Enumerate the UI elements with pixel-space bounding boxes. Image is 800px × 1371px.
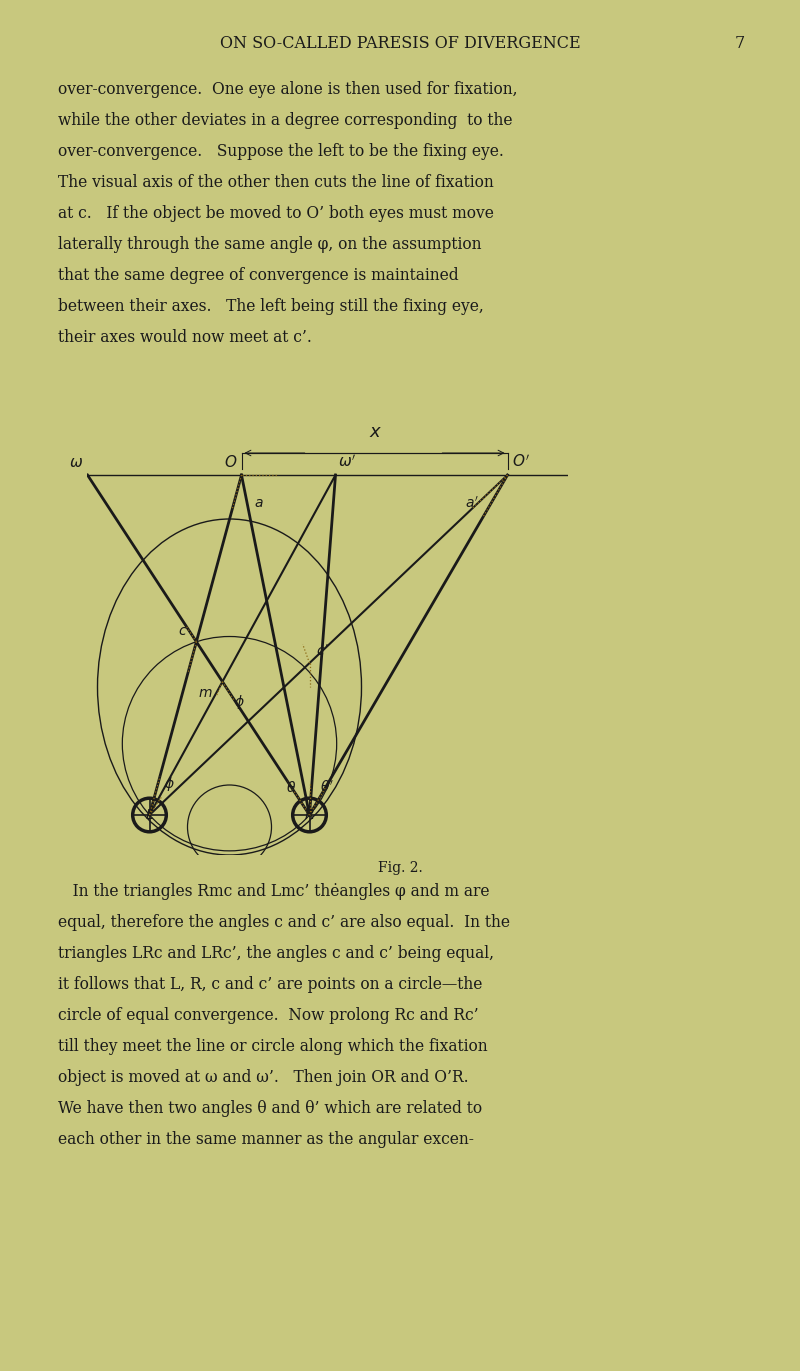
Text: We have then two angles θ and θ’ which are related to: We have then two angles θ and θ’ which a…: [58, 1100, 482, 1117]
Text: $\theta'$: $\theta'$: [319, 780, 334, 795]
Text: In the triangles Rmc and Lmc’ thėangles φ and m are: In the triangles Rmc and Lmc’ thėangles…: [58, 883, 490, 899]
Text: that the same degree of convergence is maintained: that the same degree of convergence is m…: [58, 267, 458, 284]
Text: $\theta$: $\theta$: [286, 780, 297, 795]
Text: $L$: $L$: [145, 808, 154, 823]
Text: $\omega$: $\omega$: [70, 457, 83, 470]
Text: circle of equal convergence.  Now prolong Rc and Rc’: circle of equal convergence. Now prolong…: [58, 1008, 478, 1024]
Text: triangles LRc and LRc’, the angles c and c’ being equal,: triangles LRc and LRc’, the angles c and…: [58, 945, 494, 962]
Text: each other in the same manner as the angular excen-: each other in the same manner as the ang…: [58, 1131, 474, 1148]
Text: $O$: $O$: [224, 454, 238, 470]
Text: $\phi$: $\phi$: [234, 692, 245, 710]
Text: at c.   If the object be moved to O’ both eyes must move: at c. If the object be moved to O’ both …: [58, 206, 494, 222]
Text: between their axes.   The left being still the fixing eye,: between their axes. The left being still…: [58, 298, 484, 315]
Text: $R$: $R$: [304, 808, 314, 823]
Text: The visual axis of the other then cuts the line of fixation: The visual axis of the other then cuts t…: [58, 174, 494, 191]
Text: $O'$: $O'$: [511, 454, 530, 470]
Text: $\mathit{x}$: $\mathit{x}$: [369, 424, 382, 441]
Text: $a$: $a$: [254, 496, 263, 510]
Text: $c$: $c$: [178, 624, 187, 638]
Text: ON SO-CALLED PARESIS OF DIVERGENCE: ON SO-CALLED PARESIS OF DIVERGENCE: [220, 36, 580, 52]
Text: while the other deviates in a degree corresponding  to the: while the other deviates in a degree cor…: [58, 112, 513, 129]
Text: Fig. 2.: Fig. 2.: [378, 861, 422, 875]
Text: their axes would now meet at c’.: their axes would now meet at c’.: [58, 329, 312, 345]
Text: $m$: $m$: [198, 686, 213, 699]
Text: object is moved at ω and ω’.   Then join OR and O’R.: object is moved at ω and ω’. Then join O…: [58, 1069, 469, 1086]
Text: $c'$: $c'$: [315, 644, 328, 659]
Text: $\phi$: $\phi$: [163, 775, 174, 792]
Text: 7: 7: [735, 36, 746, 52]
Text: it follows that L, R, c and c’ are points on a circle—the: it follows that L, R, c and c’ are point…: [58, 976, 482, 993]
Text: over-convergence.  One eye alone is then used for fixation,: over-convergence. One eye alone is then …: [58, 81, 518, 97]
Text: $a'$: $a'$: [465, 495, 478, 510]
Text: till they meet the line or circle along which the fixation: till they meet the line or circle along …: [58, 1038, 488, 1056]
Text: laterally through the same angle φ, on the assumption: laterally through the same angle φ, on t…: [58, 236, 482, 254]
Text: over-convergence.   Suppose the left to be the fixing eye.: over-convergence. Suppose the left to be…: [58, 143, 504, 160]
Text: equal, therefore the angles c and c’ are also equal.  In the: equal, therefore the angles c and c’ are…: [58, 914, 510, 931]
Text: $\omega'$: $\omega'$: [338, 454, 356, 470]
